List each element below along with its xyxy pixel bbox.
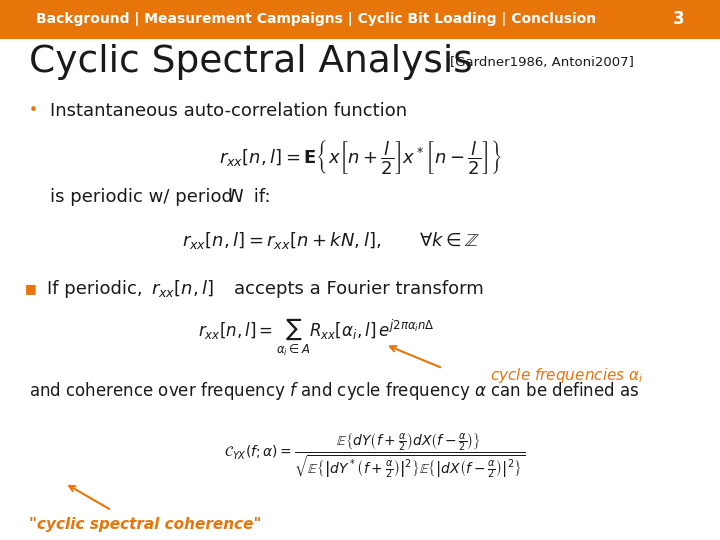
Text: $N$: $N$ xyxy=(229,188,244,206)
Text: if:: if: xyxy=(248,188,271,206)
Text: $\mathcal{C}_{YX}(f;\alpha) = \dfrac{\mathbb{E}\left\{ dY\left(f + \frac{\alpha}: $\mathcal{C}_{YX}(f;\alpha) = \dfrac{\ma… xyxy=(224,431,525,481)
Text: $r_{xx}[n, l]$: $r_{xx}[n, l]$ xyxy=(151,279,214,299)
Text: $r_{xx}[n, l] = r_{xx}[n + kN, l], \qquad \forall k \in \mathbb{Z}$: $r_{xx}[n, l] = r_{xx}[n + kN, l], \qqua… xyxy=(182,230,480,251)
Text: •: • xyxy=(29,103,37,118)
Text: ■: ■ xyxy=(25,282,37,295)
Text: and coherence over frequency $f$ and cycle frequency $\alpha$ can be defined as: and coherence over frequency $f$ and cyc… xyxy=(29,381,639,402)
Text: Cyclic Spectral Analysis: Cyclic Spectral Analysis xyxy=(29,44,472,80)
Text: 3: 3 xyxy=(672,10,684,29)
Text: "cyclic spectral coherence": "cyclic spectral coherence" xyxy=(29,517,261,532)
Bar xyxy=(0,0,720,39)
Text: $r_{xx}[n, l] = \mathbf{E}\left\{ x\left[n + \dfrac{l}{2}\right] x^*\left[n - \d: $r_{xx}[n, l] = \mathbf{E}\left\{ x\left… xyxy=(219,138,501,176)
Text: is periodic w/ period: is periodic w/ period xyxy=(50,188,239,206)
Text: [Gardner1986, Antoni2007]: [Gardner1986, Antoni2007] xyxy=(450,56,634,69)
Text: Instantaneous auto-correlation function: Instantaneous auto-correlation function xyxy=(50,102,408,120)
Text: $r_{xx}[n, l] = \sum_{\alpha_i \in A} R_{xx}[\alpha_i, l]\, e^{j2\pi\alpha_i n\D: $r_{xx}[n, l] = \sum_{\alpha_i \in A} R_… xyxy=(199,317,435,358)
Text: accepts a Fourier transform: accepts a Fourier transform xyxy=(234,280,484,298)
Text: cycle frequencies $\alpha_i$: cycle frequencies $\alpha_i$ xyxy=(490,366,643,385)
Text: Background | Measurement Campaigns | Cyclic Bit Loading | Conclusion: Background | Measurement Campaigns | Cyc… xyxy=(36,12,596,26)
Text: If periodic,: If periodic, xyxy=(47,280,143,298)
